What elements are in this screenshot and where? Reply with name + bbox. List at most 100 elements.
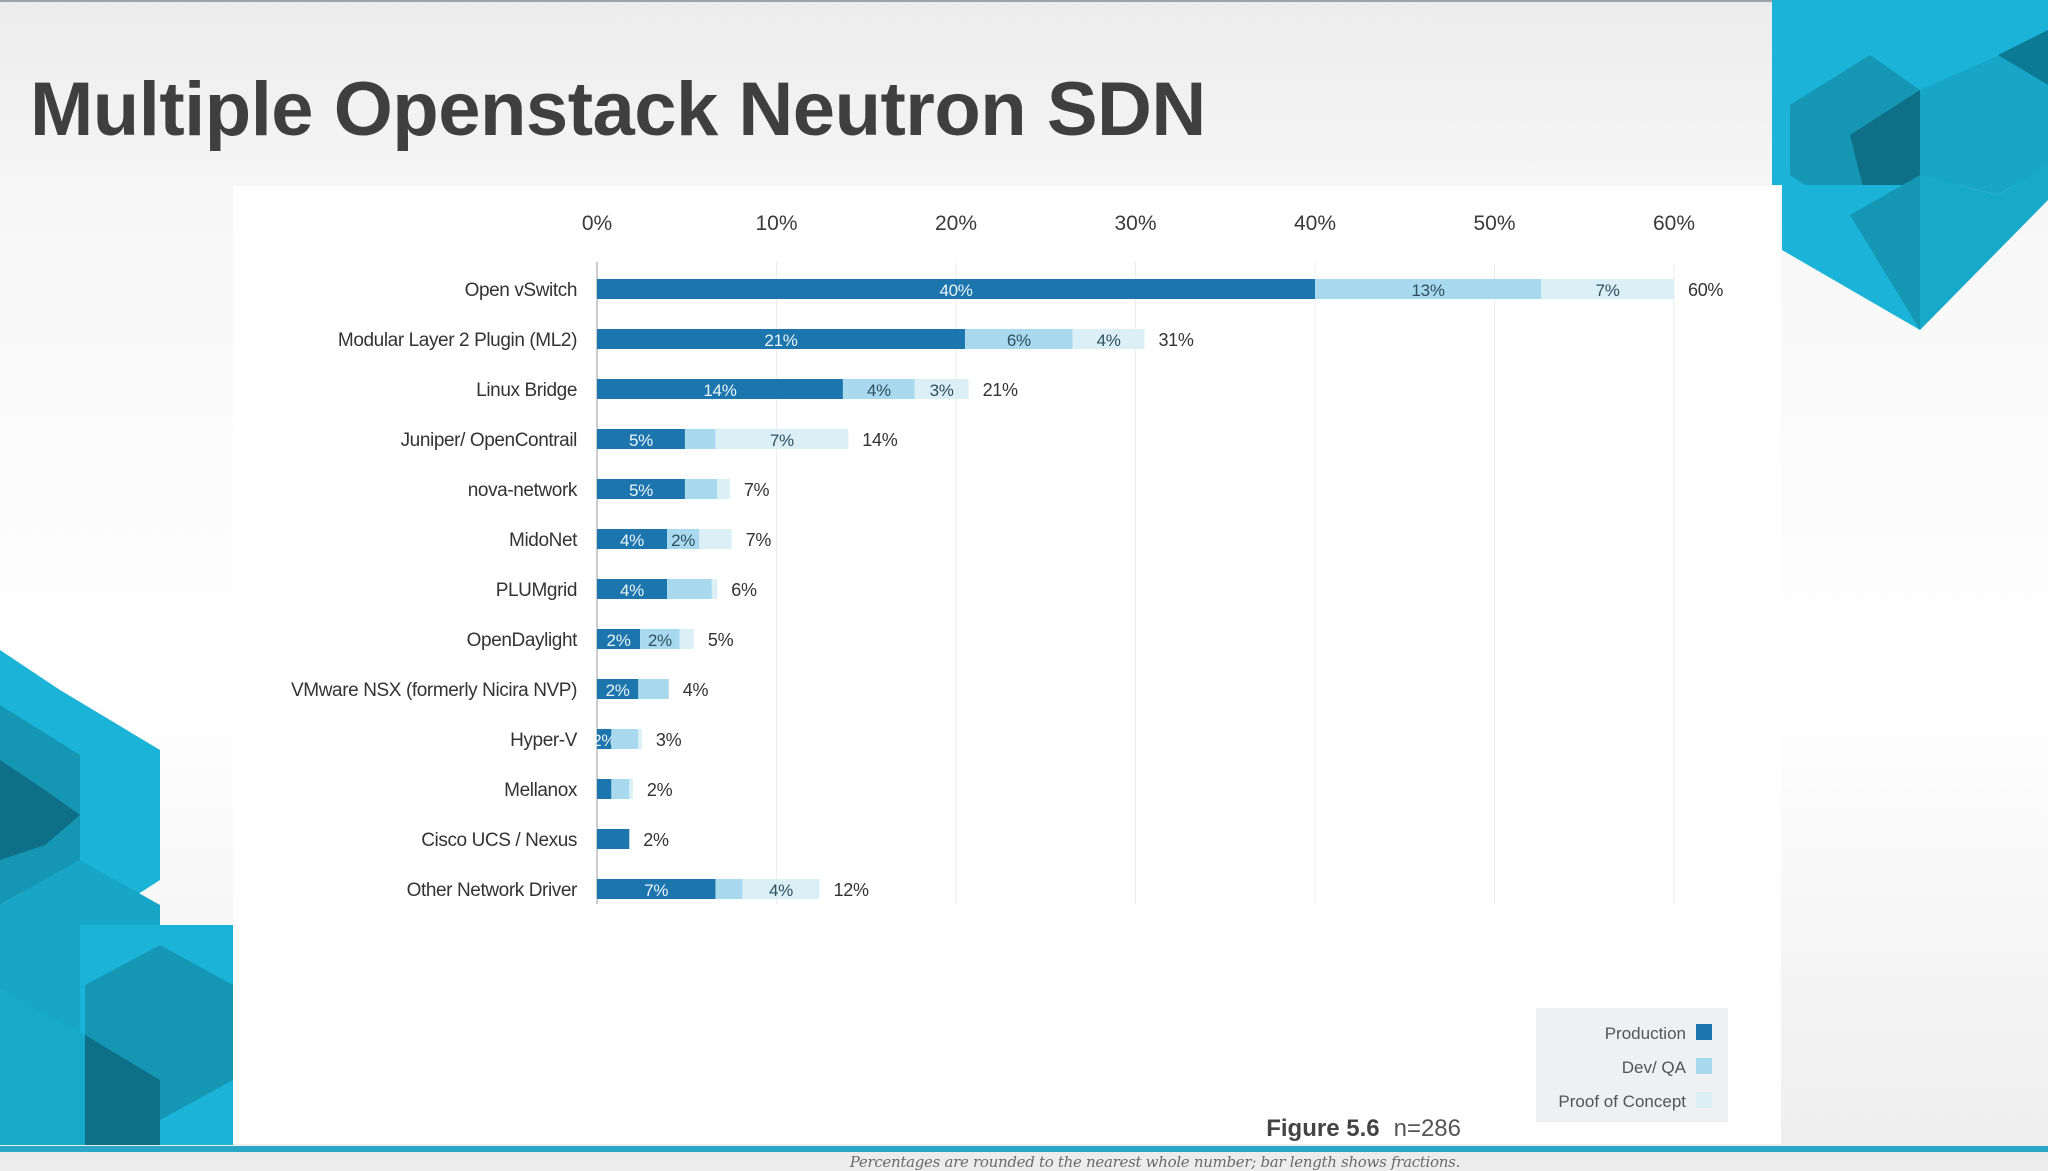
- bar-segment-production: [597, 679, 639, 699]
- legend-swatch-production: [1696, 1024, 1712, 1040]
- bar-segment-production: [597, 729, 612, 749]
- bar-segment-production: [597, 579, 668, 599]
- sample-size: n=286: [1393, 1115, 1461, 1142]
- total-label: 2%: [647, 780, 673, 800]
- legend-label: Production: [1605, 1024, 1686, 1043]
- bar-segment-production: [597, 529, 668, 549]
- category-label: PLUMgrid: [496, 580, 577, 601]
- data-label: 2%: [648, 631, 672, 650]
- data-label: 4%: [769, 881, 793, 900]
- data-label: 13%: [1412, 281, 1445, 300]
- bar-segment-dev-qa: [611, 779, 630, 799]
- bar-segment-production: [597, 879, 716, 899]
- category-label: MidoNet: [509, 530, 578, 551]
- data-label: 2%: [592, 731, 616, 750]
- data-label: 40%: [939, 281, 972, 300]
- legend-label: Proof of Concept: [1558, 1092, 1686, 1111]
- bottom-accent-line: [0, 1146, 2048, 1152]
- bar-segment-production: [597, 279, 1315, 299]
- data-label: 2%: [607, 631, 631, 650]
- slide-title: Multiple Openstack Neutron SDN: [30, 67, 1206, 152]
- x-tick-label: 20%: [935, 212, 977, 235]
- category-label: VMware NSX (formerly Nicira NVP): [291, 680, 577, 701]
- category-label: Modular Layer 2 Plugin (ML2): [338, 330, 577, 351]
- bar-segment-proof-of-concept: [717, 479, 730, 499]
- bar-segment-dev-qa: [715, 879, 743, 899]
- total-label: 21%: [983, 380, 1018, 400]
- total-label: 5%: [708, 630, 734, 650]
- bar-segment-proof-of-concept: [629, 779, 633, 799]
- bar-segment-dev-qa: [640, 629, 680, 649]
- data-label: 14%: [703, 381, 736, 400]
- figure-caption: Figure 5.6 n=286: [1266, 1115, 1461, 1143]
- bar-segment-proof-of-concept: [715, 429, 849, 449]
- legend-label: Dev/ QA: [1622, 1058, 1687, 1077]
- bar-segment-production: [597, 429, 685, 449]
- bar-segment-proof-of-concept: [699, 529, 732, 549]
- x-tick-label: 60%: [1653, 212, 1695, 235]
- bar-segment-proof-of-concept: [1072, 329, 1145, 349]
- data-label: 5%: [629, 481, 653, 500]
- bar-segment-dev-qa: [964, 329, 1073, 349]
- total-label: 12%: [834, 880, 869, 900]
- data-label: 4%: [1097, 331, 1121, 350]
- chart-panel: 0% 10% 20% 30% 40% 50% 60% Open vSwitch 40% 13% 7%…: [233, 186, 1781, 1171]
- category-label: Other Network Driver: [407, 880, 578, 901]
- bar-segment-production: [597, 829, 630, 849]
- total-label: 7%: [746, 530, 772, 550]
- total-label: 14%: [862, 430, 897, 450]
- category-label: Linux Bridge: [476, 380, 577, 401]
- data-label: 4%: [620, 581, 644, 600]
- bar-segment-dev-qa: [611, 729, 639, 749]
- x-tick-label: 10%: [755, 212, 797, 235]
- data-label: 21%: [764, 331, 797, 350]
- bar-segment-production: [597, 379, 843, 399]
- bar-segment-dev-qa: [638, 679, 669, 699]
- category-label: Juniper/ OpenContrail: [401, 430, 577, 451]
- bar-segment-dev-qa: [684, 479, 718, 499]
- bar-segment-production: [597, 479, 685, 499]
- bar-segment-proof-of-concept: [914, 379, 969, 399]
- x-tick-label: 0%: [582, 212, 612, 235]
- category-label: Cisco UCS / Nexus: [421, 830, 577, 851]
- category-label: OpenDaylight: [467, 630, 578, 651]
- data-label: 4%: [620, 531, 644, 550]
- bar-segment-production: [597, 629, 641, 649]
- bar-segment-dev-qa: [667, 579, 712, 599]
- bar-segment-dev-qa: [684, 429, 716, 449]
- total-label: 31%: [1158, 330, 1193, 350]
- total-label: 60%: [1688, 280, 1723, 300]
- data-label: 2%: [671, 531, 695, 550]
- bar-segment-proof-of-concept: [1541, 279, 1674, 299]
- bar-segment-proof-of-concept: [679, 629, 694, 649]
- x-tick-label: 40%: [1294, 212, 1336, 235]
- data-label: 7%: [644, 881, 668, 900]
- bar-segment-production: [597, 329, 965, 349]
- total-label: 6%: [731, 580, 757, 600]
- bar-segment-proof-of-concept: [711, 579, 718, 599]
- data-label: 7%: [770, 431, 794, 450]
- bar-segment-dev-qa: [842, 379, 915, 399]
- bar-segment-production: [597, 779, 612, 799]
- bar-segment-dev-qa: [667, 529, 700, 549]
- category-label: Open vSwitch: [465, 280, 577, 301]
- bar-segment-dev-qa: [1315, 279, 1542, 299]
- stacked-bar-chart: 0% 10% 20% 30% 40% 50% 60% Open vSwitch 40% 13% 7%…: [291, 212, 1728, 1122]
- data-label: 5%: [629, 431, 653, 450]
- figure-note: Percentages are rounded to the nearest w…: [849, 1153, 1461, 1171]
- total-label: 4%: [683, 680, 709, 700]
- data-label: 7%: [1596, 281, 1620, 300]
- data-label: 4%: [867, 381, 891, 400]
- top-border-line: [0, 0, 2048, 2]
- total-label: 3%: [656, 730, 682, 750]
- x-tick-label: 50%: [1473, 212, 1515, 235]
- bar-segment-proof-of-concept: [742, 879, 820, 899]
- data-label: 3%: [930, 381, 954, 400]
- bar-segment-proof-of-concept: [638, 729, 642, 749]
- figure-label: Figure 5.6: [1266, 1115, 1380, 1142]
- legend-swatch-proof-of-concept: [1696, 1092, 1712, 1108]
- x-tick-label: 30%: [1114, 212, 1156, 235]
- data-label: 6%: [1007, 331, 1031, 350]
- total-label: 2%: [643, 830, 669, 850]
- category-label: Mellanox: [504, 780, 578, 801]
